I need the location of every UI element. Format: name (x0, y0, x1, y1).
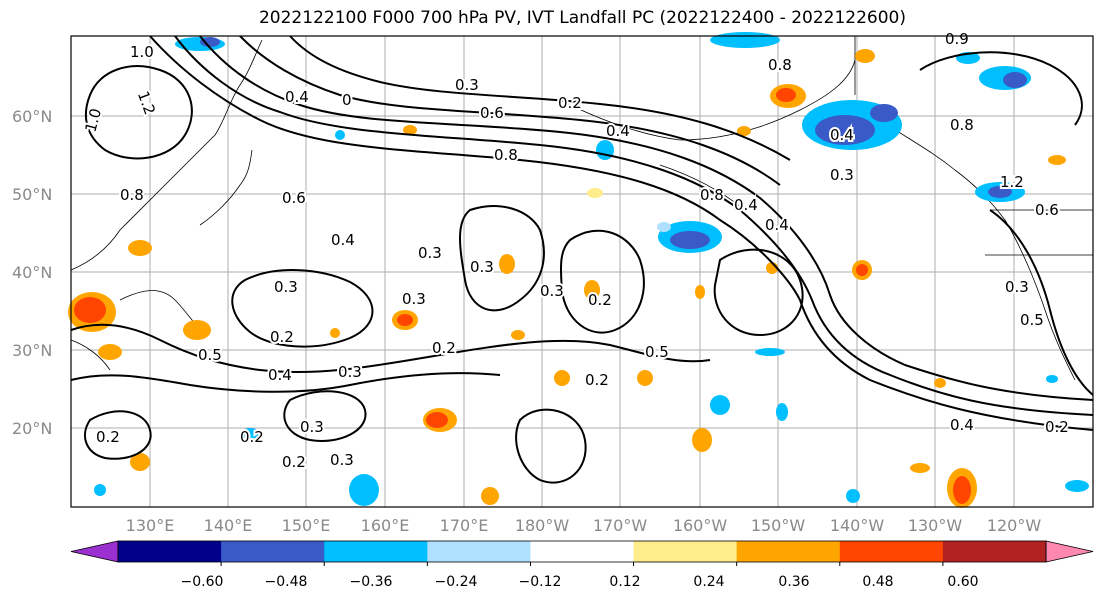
asia-coast (70, 39, 263, 271)
contour-label: 0 (342, 91, 352, 109)
contour-label: 0.2 (282, 453, 306, 471)
colorbar-tick-label: 0.36 (778, 574, 809, 590)
contour-label: 0.2 (585, 371, 609, 389)
lat-label: 50°N (12, 185, 52, 204)
colorbar-tick-label: −0.60 (181, 574, 224, 590)
colorbar-tick-label: −0.24 (435, 574, 478, 590)
na-west-coast (879, 119, 1076, 381)
colorbar-tick-label: 0.60 (947, 574, 978, 590)
lon-label: 130°E (126, 516, 175, 535)
contour-label: 0.6 (282, 189, 306, 207)
colorbar-segment (427, 541, 531, 562)
coastlines (70, 36, 1093, 381)
colorbar-segment (633, 541, 738, 562)
contour-label: 0.6 (480, 104, 504, 122)
contour-label: 0.9 (945, 30, 969, 48)
colorbar-segment (530, 541, 635, 562)
lon-label: 170°W (593, 516, 648, 535)
colorbar-segment (942, 541, 1047, 562)
contour-label: 0.5 (645, 343, 669, 361)
contour-label: 0.3 (338, 363, 362, 381)
contour-label: 0.4 (606, 122, 630, 140)
lon-label: 120°W (987, 516, 1042, 535)
lon-label: 140°E (204, 516, 253, 535)
colorbar-tick-label: 0.24 (693, 574, 724, 590)
contour-label: 0.4 (950, 416, 974, 434)
contour-label: 0.8 (950, 116, 974, 134)
lat-label: 20°N (12, 419, 52, 438)
colorbar-segment (221, 541, 325, 562)
contour-label: 0.2 (588, 291, 612, 309)
colorbar (70, 540, 1094, 566)
colorbar-tick-label: −0.48 (265, 574, 308, 590)
contour-label: 0.3 (300, 418, 324, 436)
colorbar-tick-label: 0.48 (862, 574, 893, 590)
contour-label: 0.8 (768, 56, 792, 74)
contour-label: 0.3 (330, 451, 354, 469)
contour-label: 0.5 (198, 346, 222, 364)
contour-label: 0.6 (1035, 201, 1059, 219)
lon-label: 150°W (751, 516, 806, 535)
lon-label: 160°E (361, 516, 410, 535)
contour-label: 1.2 (1000, 173, 1024, 191)
contour-label: 0.4 (268, 366, 292, 384)
contour-label: 0.4 (285, 88, 309, 106)
contour-label: 0.8 (700, 186, 724, 204)
contour-label: 1.0 (130, 43, 154, 61)
contour-label-layer: 1.0 1.2 1.0 0.4 0 0.3 0.6 0.2 0.8 0.4 0.… (79, 28, 1070, 473)
contour-label: 0.3 (418, 244, 442, 262)
lon-label: 130°W (908, 516, 963, 535)
contour-label: 0.4 (331, 231, 355, 249)
contour-label: 0.3 (1005, 278, 1029, 296)
colorbar-extend-low (70, 540, 119, 563)
contour-label: 0.5 (1020, 311, 1044, 329)
contour-label: 0.3 (540, 282, 564, 300)
lat-label: 60°N (12, 107, 52, 126)
contour-label: 0.3 (402, 290, 426, 308)
china-coast (70, 339, 111, 371)
contour-label: 0.4 (765, 216, 789, 234)
contour-label: 0.2 (558, 94, 582, 112)
contour-label: 0.8 (494, 146, 518, 164)
contour-label: 0.8 (120, 186, 144, 204)
aleutians (659, 164, 746, 211)
lon-label: 180°W (515, 516, 570, 535)
contour-label: 0.3 (470, 258, 494, 276)
contour-label: 0.2 (240, 428, 264, 446)
lon-label: 160°W (673, 516, 728, 535)
lon-label: 140°W (830, 516, 885, 535)
lat-label: 40°N (12, 263, 52, 282)
colorbar-tick-labels: −0.60 −0.48 −0.36 −0.24 −0.12 0.12 0.24 … (181, 574, 979, 590)
ivt-contours (70, 35, 1094, 484)
colorbar-tick-label: 0.12 (609, 574, 640, 590)
contour-label: 0.2 (432, 339, 456, 357)
colorbar-tick-label: −0.36 (350, 574, 393, 590)
colorbar-extend-high (1045, 540, 1094, 563)
lon-label: 170°E (440, 516, 489, 535)
map-frame (70, 35, 1094, 508)
pv-shading (68, 32, 1089, 508)
longitude-labels: 130°E 140°E 150°E 160°E 170°E 180°W 170°… (126, 516, 1042, 535)
contour-label: 0.3 (830, 166, 854, 184)
colorbar-segment (839, 541, 944, 562)
contour-label: 0.2 (270, 328, 294, 346)
contour-label: 0.3 (274, 278, 298, 296)
contour-label: 0.3 (455, 76, 479, 94)
contour-label: 0.2 (1045, 418, 1069, 436)
contour-label: 0.4 (830, 126, 854, 144)
colorbar-segment (736, 541, 841, 562)
colorbar-tick-label: −0.12 (519, 574, 562, 590)
lat-label: 30°N (12, 341, 52, 360)
lon-label: 150°E (282, 516, 331, 535)
colorbar-frame (117, 540, 1047, 563)
contour-label: 0.4 (734, 196, 758, 214)
kuril-coast (199, 149, 253, 226)
map-title: 2022122100 F000 700 hPa PV, IVT Landfall… (258, 8, 906, 28)
colorbar-segment (324, 541, 428, 562)
colorbar-segment (118, 541, 222, 562)
latitude-labels: 60°N 50°N 40°N 30°N 20°N (12, 107, 52, 438)
contour-label: 0.2 (96, 428, 120, 446)
